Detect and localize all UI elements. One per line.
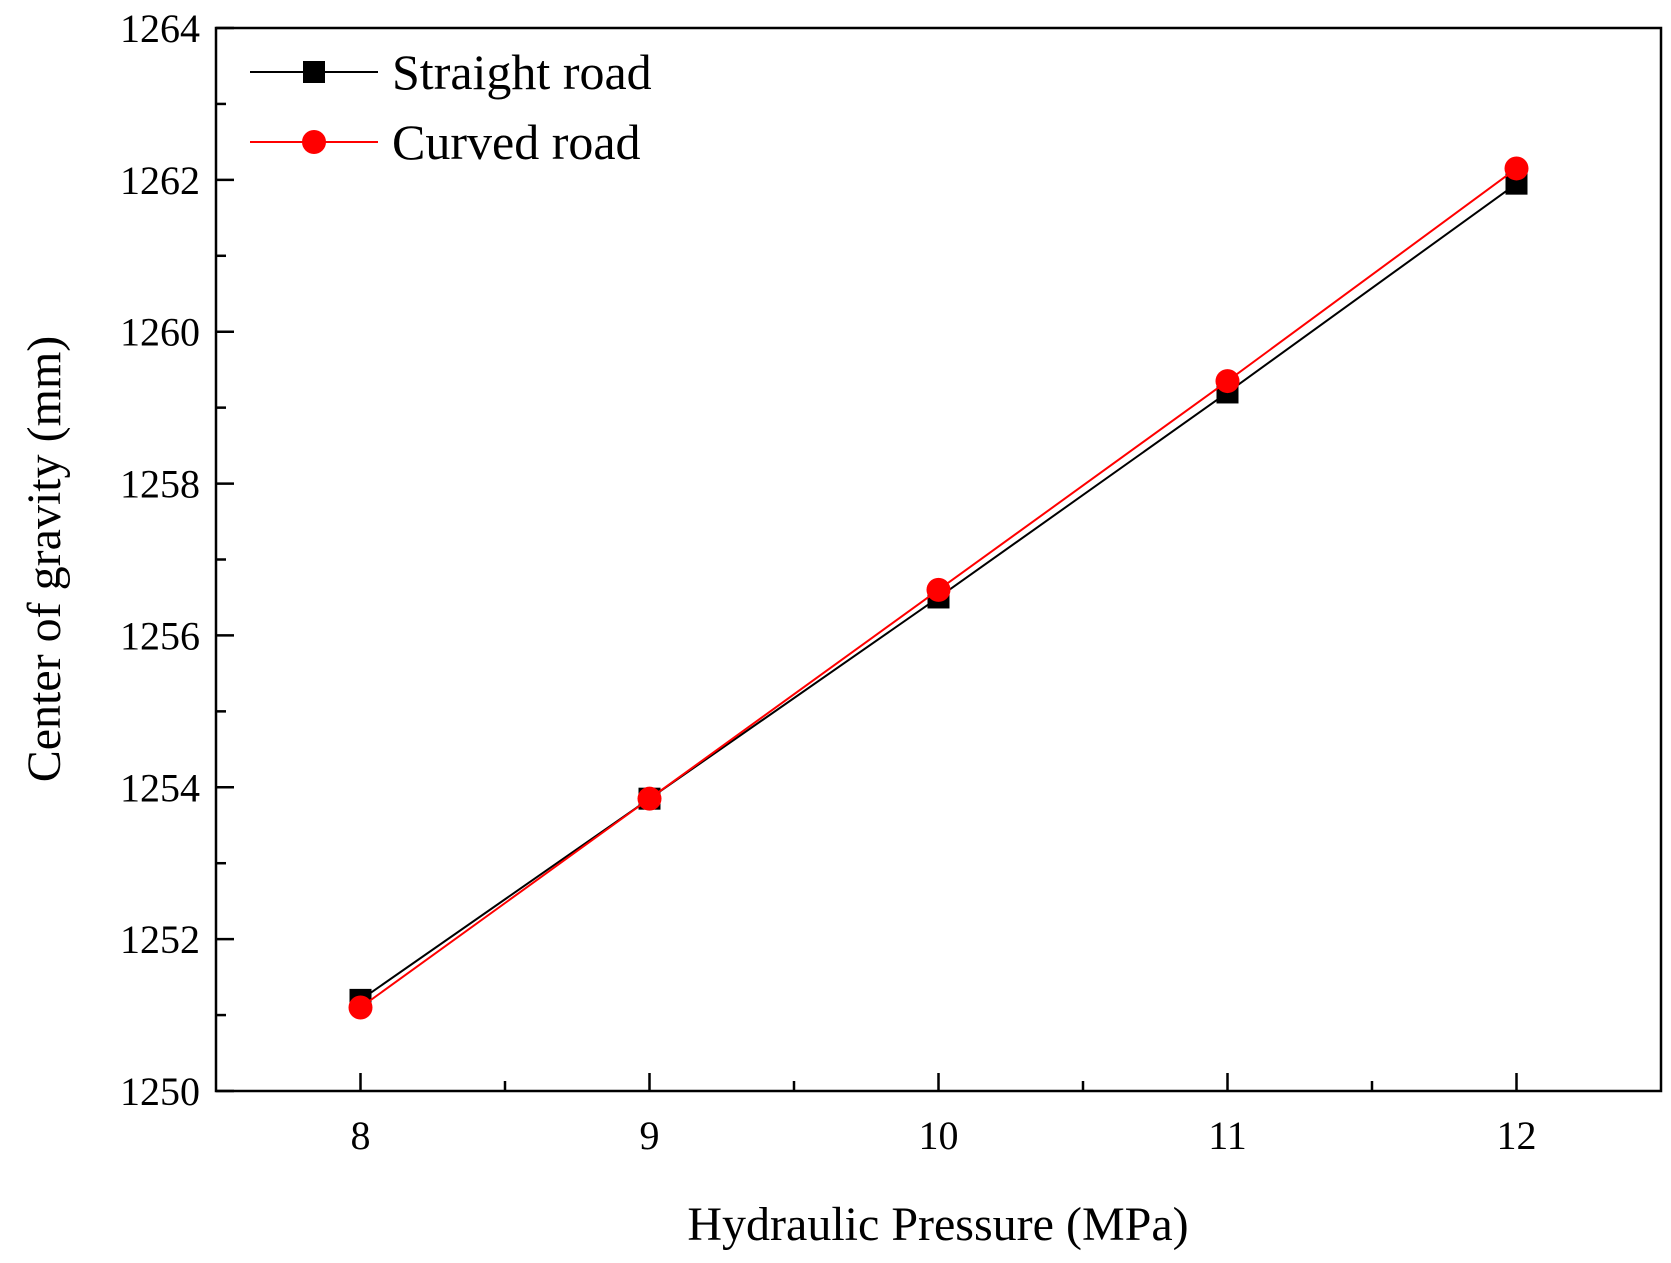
x-tick-label: 12: [1497, 1113, 1537, 1158]
x-tick-label: 9: [640, 1113, 660, 1158]
legend-marker-straight-road: [303, 61, 325, 83]
data-point-curved-road: [1504, 156, 1529, 181]
y-tick-label: 1252: [120, 917, 200, 962]
data-point-curved-road: [926, 577, 951, 602]
y-minor-ticks: [216, 102, 226, 1017]
x-tick-labels: 8 9 10 11 12: [351, 1113, 1537, 1158]
x-minor-ticks: [503, 1081, 1374, 1091]
y-axis-title: Center of gravity (mm): [18, 336, 71, 783]
x-major-ticks: [359, 1073, 1518, 1091]
y-tick-label: 1250: [120, 1069, 200, 1114]
y-tick-labels: 1250 1252 1254 1256 1258 1260 1262 1264: [120, 6, 200, 1114]
series-curved-road: [348, 156, 1529, 1020]
x-tick-label: 8: [351, 1113, 371, 1158]
y-tick-label: 1262: [120, 158, 200, 203]
legend: Straight road Curved road: [250, 44, 652, 170]
legend-marker-curved-road: [302, 130, 326, 154]
data-point-curved-road: [348, 995, 373, 1020]
data-point-curved-road: [637, 786, 662, 811]
legend-item-curved-road: Curved road: [250, 114, 641, 170]
x-tick-label: 10: [919, 1113, 959, 1158]
x-axis-title: Hydraulic Pressure (MPa): [687, 1198, 1188, 1251]
legend-label-straight-road: Straight road: [392, 44, 652, 100]
series-layer: [348, 156, 1529, 1020]
y-tick-label: 1260: [120, 310, 200, 355]
y-tick-label: 1256: [120, 613, 200, 658]
x-tick-label: 11: [1208, 1113, 1247, 1158]
plot-area-frame: [214, 26, 1663, 1093]
data-point-curved-road: [1215, 369, 1240, 394]
y-tick-label: 1258: [120, 462, 200, 507]
legend-label-curved-road: Curved road: [392, 114, 641, 170]
y-tick-label: 1264: [120, 6, 200, 51]
legend-item-straight-road: Straight road: [250, 44, 652, 100]
y-tick-label: 1254: [120, 765, 200, 810]
